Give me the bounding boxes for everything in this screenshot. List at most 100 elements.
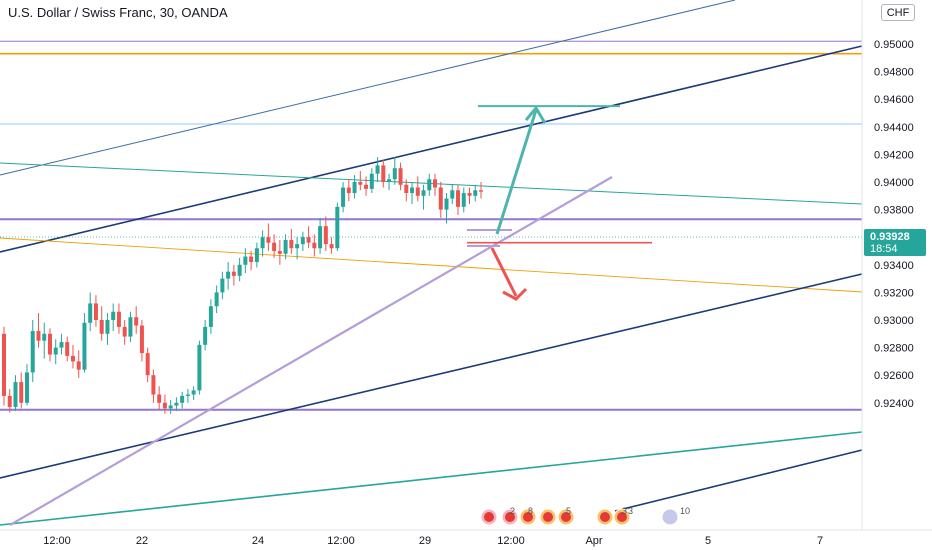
lower-trend-line [614,449,863,512]
up-arrow-shaft [495,109,538,235]
candle-body [53,347,58,355]
candle-body [47,333,52,355]
price-tick-label: 0.94400 [874,122,914,134]
event-marker-flag [484,512,494,522]
candle-body [220,278,225,293]
candle-body [352,182,357,194]
price-tick-label: 0.93200 [874,287,914,299]
time-axis[interactable] [0,530,932,550]
candle-body [82,322,87,370]
candle-body [358,182,363,185]
time-tick-label: 5 [705,535,711,547]
candle-body [24,372,29,403]
event-marker-flag [617,512,627,522]
candle-body [323,226,328,245]
candle-body [369,173,374,189]
time-tick-label: 24 [252,535,264,547]
candle-body [335,206,340,249]
candle-body [312,242,317,249]
candle-body [260,237,265,249]
candle-body [70,355,75,362]
price-axis[interactable] [862,0,932,530]
candle-body [105,320,110,334]
candle-body [7,395,12,407]
candle-body [226,271,231,279]
event-marker-count: 5 [566,506,571,516]
candle-body [341,187,346,207]
candle-body [191,390,196,395]
candle-body [266,237,271,243]
up-arrow-head [524,105,547,124]
candle-body [134,317,139,326]
candle-body [243,256,248,265]
lower-channel-line [0,273,863,479]
candle-body [208,306,213,327]
time-axis-ticks: 12:00 22 24 12:00 29 12:00 Apr 5 7 [43,535,823,547]
candle-body [65,342,70,356]
candle-body [168,405,173,409]
last-price-label: 0.93928 [870,231,910,243]
candle-body [99,320,104,334]
price-tick-label: 0.94000 [874,177,914,189]
time-tick-label: 12:00 [497,535,525,547]
upper-channel-thin-line [0,0,736,176]
time-tick-label: 12:00 [43,535,71,547]
candle-body [295,244,300,249]
time-tick-label: 22 [136,535,148,547]
candle-body [467,193,472,196]
candlestick-series [2,157,483,414]
time-tick-label: 29 [419,535,431,547]
event-marker-flag [600,512,610,522]
candle-body [30,331,35,373]
candle-body [88,303,93,323]
event-marker-count: 10 [680,506,690,516]
candle-body [111,311,116,320]
event-marker-count: 3 [622,506,627,516]
event-marker-count: 8 [528,506,533,516]
candle-body [300,237,305,245]
price-tick-label: 0.92600 [874,370,914,382]
candle-body [433,179,438,188]
price-tick-label: 0.93800 [874,205,914,217]
event-marker-flag [523,512,533,522]
candle-body [415,187,420,196]
candle-body [203,326,208,345]
currency-badge[interactable]: CHF [881,4,915,21]
candle-body [145,353,150,376]
event-marker [661,508,679,526]
candle-body [438,187,443,210]
candle-body [410,187,415,194]
price-tick-label: 0.94200 [874,149,914,161]
candle-body [185,394,190,396]
drawing-layer [0,0,863,526]
candle-body [151,375,156,395]
event-markers: 2 8 5 3 3 10 [480,506,690,526]
candle-body [197,344,202,391]
candle-body [473,190,478,196]
candle-body [116,311,121,327]
candle-body [157,394,162,403]
price-tick-label: 0.93000 [874,315,914,327]
event-marker-count: 3 [628,506,633,516]
orange-descending-line [0,237,863,293]
upper-channel-line [0,45,863,253]
event-marker-flag [505,512,515,522]
down-arrow-shaft [490,247,518,297]
chart-title: U.S. Dollar / Swiss Franc, 30, OANDA [8,5,228,20]
price-tick-label: 0.94800 [874,67,914,79]
candle-body [346,187,351,194]
candle-body [59,342,64,348]
candle-body [2,333,6,396]
candle-body [277,251,282,254]
candle-body [381,165,386,182]
candle-body [237,264,242,276]
candle-body [162,402,167,409]
candle-body [128,317,133,337]
candle-body [450,190,455,199]
event-marker-count: 2 [510,506,515,516]
candle-body [387,179,392,182]
candle-body [318,226,323,249]
price-tick-label: 0.94600 [874,94,914,106]
